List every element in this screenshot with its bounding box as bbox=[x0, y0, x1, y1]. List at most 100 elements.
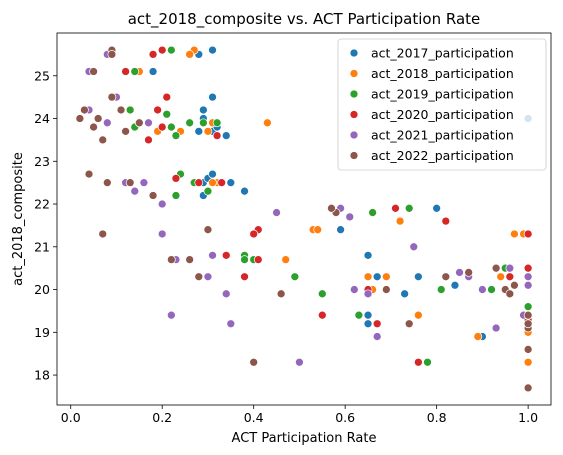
data-point bbox=[162, 109, 172, 119]
data-point bbox=[313, 225, 323, 235]
data-point bbox=[80, 105, 89, 115]
data-point bbox=[125, 178, 135, 188]
data-point bbox=[148, 50, 158, 59]
data-point bbox=[317, 310, 327, 320]
data-point bbox=[185, 50, 194, 59]
data-point bbox=[171, 191, 181, 200]
data-point bbox=[523, 319, 533, 329]
data-point bbox=[523, 302, 533, 312]
data-point bbox=[157, 229, 167, 239]
data-point bbox=[487, 285, 496, 294]
data-point bbox=[263, 118, 272, 128]
data-point bbox=[523, 383, 533, 393]
data-point bbox=[436, 285, 446, 294]
legend-label: act_2020_participation bbox=[371, 107, 514, 122]
data-point bbox=[327, 203, 336, 213]
data-point bbox=[185, 255, 194, 264]
data-point bbox=[157, 199, 167, 209]
data-point bbox=[212, 118, 222, 128]
y-tick-label: 21 bbox=[34, 239, 50, 254]
data-point bbox=[368, 208, 377, 217]
data-point bbox=[409, 242, 419, 252]
data-point bbox=[253, 255, 263, 264]
data-point bbox=[281, 255, 291, 264]
legend-marker bbox=[349, 151, 359, 160]
data-point bbox=[217, 178, 227, 188]
data-point bbox=[162, 92, 172, 102]
data-point bbox=[194, 178, 204, 188]
data-point bbox=[464, 268, 474, 277]
data-point bbox=[249, 229, 259, 239]
data-point bbox=[363, 310, 373, 320]
data-point bbox=[130, 67, 140, 76]
data-point bbox=[381, 272, 391, 282]
data-point bbox=[89, 122, 98, 132]
data-point bbox=[423, 357, 432, 367]
data-point bbox=[98, 229, 108, 239]
y-tick-label: 25 bbox=[34, 68, 50, 83]
data-point bbox=[203, 186, 213, 196]
data-point bbox=[523, 345, 533, 354]
data-point bbox=[400, 289, 409, 299]
data-point bbox=[391, 203, 400, 213]
x-tick-label: 1.0 bbox=[518, 410, 538, 425]
data-point bbox=[345, 212, 355, 222]
plot-frame bbox=[56, 32, 552, 406]
data-point bbox=[171, 131, 181, 140]
data-point bbox=[107, 50, 117, 59]
data-point bbox=[276, 289, 286, 299]
points-layer bbox=[75, 45, 533, 393]
y-tick-label: 23 bbox=[34, 154, 50, 169]
data-point bbox=[450, 280, 460, 290]
data-point bbox=[199, 118, 208, 128]
data-point bbox=[372, 272, 382, 282]
data-point bbox=[116, 105, 126, 115]
data-point bbox=[496, 272, 506, 282]
data-point bbox=[372, 332, 382, 341]
y-tick-label: 19 bbox=[34, 325, 50, 340]
legend-marker bbox=[349, 69, 359, 78]
data-point bbox=[404, 319, 414, 329]
data-point bbox=[75, 114, 85, 123]
legend-box bbox=[337, 38, 547, 171]
data-point bbox=[121, 126, 130, 136]
data-point bbox=[102, 118, 112, 128]
x-tick-label: 0.0 bbox=[61, 410, 81, 425]
data-point bbox=[523, 310, 533, 320]
data-point bbox=[130, 186, 140, 196]
data-point bbox=[372, 319, 382, 329]
data-point bbox=[167, 122, 176, 132]
data-point bbox=[84, 169, 94, 179]
data-point bbox=[505, 263, 515, 273]
data-point bbox=[221, 289, 231, 299]
data-point bbox=[167, 45, 176, 55]
data-point bbox=[354, 310, 364, 320]
data-point bbox=[395, 216, 405, 226]
x-axis-title: ACT Participation Rate bbox=[232, 431, 377, 446]
x-tick-label: 0.6 bbox=[335, 410, 355, 425]
data-point bbox=[240, 186, 249, 196]
data-point bbox=[157, 45, 167, 55]
data-point bbox=[363, 289, 373, 299]
data-point bbox=[290, 272, 300, 282]
data-point bbox=[240, 272, 249, 282]
data-point bbox=[203, 126, 213, 136]
data-point bbox=[199, 105, 208, 115]
data-point bbox=[144, 135, 153, 145]
data-point bbox=[171, 174, 181, 183]
data-point bbox=[523, 357, 533, 367]
y-tick-label: 24 bbox=[34, 111, 50, 126]
data-point bbox=[157, 122, 167, 132]
data-point bbox=[432, 203, 441, 213]
data-point bbox=[240, 255, 249, 264]
data-point bbox=[194, 126, 204, 136]
data-point bbox=[505, 272, 515, 282]
data-point bbox=[167, 310, 176, 320]
data-point bbox=[414, 310, 423, 320]
legend-label: act_2019_participation bbox=[371, 87, 514, 102]
data-point bbox=[93, 114, 103, 123]
y-axis-ticks: 18 19 20 21 22 23 24 25 bbox=[34, 68, 57, 383]
data-point bbox=[272, 208, 281, 217]
data-point bbox=[148, 67, 158, 76]
